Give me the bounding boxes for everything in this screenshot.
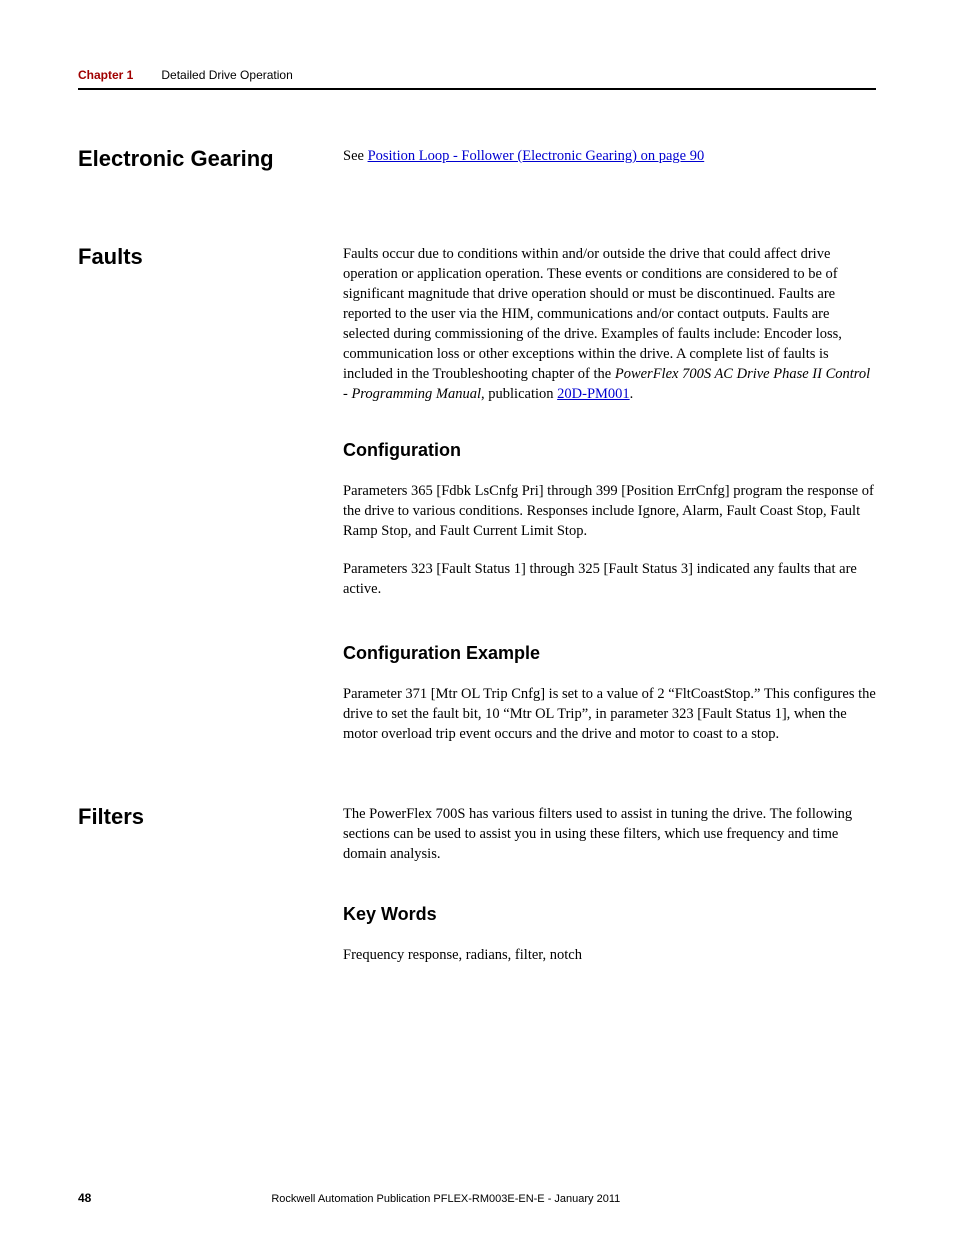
chapter-label: Chapter 1 bbox=[78, 68, 133, 82]
page-footer: 48 Rockwell Automation Publication PFLEX… bbox=[78, 1191, 876, 1205]
config-p2: Parameters 323 [Fault Status 1] through … bbox=[343, 559, 876, 599]
heading-keywords: Key Words bbox=[343, 904, 876, 925]
electronic-gearing-text: See Position Loop - Follower (Electronic… bbox=[343, 146, 876, 166]
config-p1: Parameters 365 [Fdbk LsCnfg Pri] through… bbox=[343, 481, 876, 541]
page-container: Chapter 1 Detailed Drive Operation Elect… bbox=[0, 0, 954, 1235]
heading-config-example: Configuration Example bbox=[343, 643, 876, 664]
filters-intro: The PowerFlex 700S has various filters u… bbox=[343, 804, 876, 864]
section-electronic-gearing: Electronic Gearing See Position Loop - F… bbox=[78, 146, 876, 172]
heading-filters: Filters bbox=[78, 804, 343, 830]
faults-intro-end: . bbox=[630, 386, 634, 402]
heading-faults: Faults bbox=[78, 244, 343, 270]
publication-link[interactable]: 20D-PM001 bbox=[557, 386, 630, 402]
section-faults: Faults Faults occur due to conditions wi… bbox=[78, 244, 876, 744]
faults-intro-text: Faults occur due to conditions within an… bbox=[343, 246, 842, 382]
footer-publication: Rockwell Automation Publication PFLEX-RM… bbox=[271, 1193, 620, 1205]
keywords-text: Frequency response, radians, filter, not… bbox=[343, 945, 876, 965]
faults-intro-after: , publication bbox=[481, 386, 557, 402]
heading-configuration: Configuration bbox=[343, 440, 876, 461]
config-example-p1: Parameter 371 [Mtr OL Trip Cnfg] is set … bbox=[343, 684, 876, 744]
section-filters: Filters The PowerFlex 700S has various f… bbox=[78, 804, 876, 965]
page-header: Chapter 1 Detailed Drive Operation bbox=[78, 68, 876, 90]
heading-electronic-gearing: Electronic Gearing bbox=[78, 146, 343, 172]
faults-intro: Faults occur due to conditions within an… bbox=[343, 244, 876, 404]
page-number: 48 bbox=[78, 1191, 91, 1205]
chapter-title: Detailed Drive Operation bbox=[161, 68, 292, 82]
position-loop-link[interactable]: Position Loop - Follower (Electronic Gea… bbox=[368, 148, 705, 164]
see-prefix: See bbox=[343, 148, 368, 164]
